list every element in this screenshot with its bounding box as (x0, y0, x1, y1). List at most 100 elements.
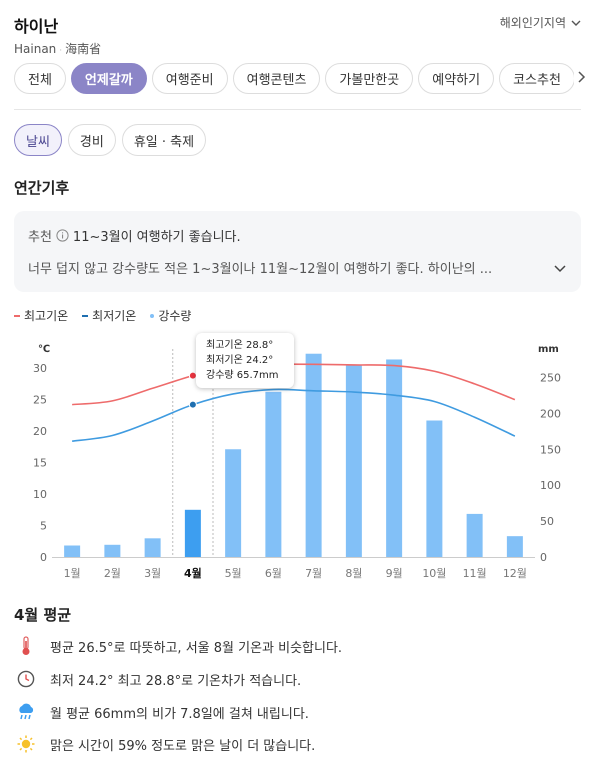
y-left-tick-label: 25 (33, 394, 47, 407)
avg-range-text: 최저 24.2° 최고 28.8°로 기온차가 적습니다. (50, 673, 302, 689)
avg-rain-text: 월 평균 66mm의 비가 7.8일에 걸쳐 내립니다. (50, 706, 309, 722)
legend-high-swatch (14, 314, 20, 317)
y-right-tick-label: 0 (540, 551, 547, 564)
tabs-divider (14, 109, 581, 110)
avg-temperature-text: 평균 26.5°로 따뜻하고, 서울 8월 기온과 비슷합니다. (50, 640, 343, 656)
climate-chart: ℃ mm 0 5 10 15 20 25 30 0 50 100 150 200 250 1월 2월 3월 4월 5월… (33, 344, 561, 580)
rain-cloud-icon (14, 702, 38, 722)
x-tick-label: 5월 (225, 567, 242, 580)
low-temperature-line (72, 388, 516, 442)
chevron-right-icon (578, 71, 586, 83)
x-tick-label: 8월 (345, 567, 362, 580)
legend-low-swatch (82, 314, 89, 317)
rain-bar (265, 391, 282, 557)
y-right-tick-label: 250 (540, 371, 561, 384)
tooltip-low: 최저기온 24.2° (206, 355, 274, 366)
rain-bar (466, 513, 483, 557)
y-right-unit: mm (538, 344, 559, 355)
tab-when-to-go[interactable]: 언제갈까 (70, 63, 147, 94)
subtitle-chinese: 海南省 (65, 42, 102, 56)
x-tick-label: 11월 (463, 567, 487, 580)
recommendation-detail-row[interactable]: 너무 덥지 않고 강수량도 적은 1~3월이나 11월~12월이 여행하기 좋다… (28, 258, 567, 277)
tab-course[interactable]: 코스추천 (499, 63, 574, 94)
tab-all[interactable]: 전체 (14, 63, 66, 94)
rain-bar (305, 353, 322, 557)
chevron-down-icon (571, 20, 581, 26)
recommendation-label: 추천 (28, 230, 52, 245)
rain-bar (506, 536, 523, 557)
x-tick-label: 3월 (144, 567, 161, 580)
tooltip-high: 최고기온 28.8° (206, 340, 274, 351)
recommendation-headline-row: 추천 11~3월이 여행하기 좋습니다. (28, 226, 567, 245)
legend-low: 최저기온 (82, 307, 136, 324)
avg-row-rainfall: 월 평균 66mm의 비가 7.8일에 걸쳐 내립니다. (14, 702, 309, 722)
avg-row-temperature: 평균 26.5°로 따뜻하고, 서울 8월 기온과 비슷합니다. (14, 636, 342, 656)
y-left-tick-label: 0 (40, 551, 47, 564)
avg-row-sunshine: 맑은 시간이 59% 정도로 맑은 날이 더 많습니다. (14, 734, 315, 754)
legend-rain-swatch (150, 313, 155, 318)
subtab-expense[interactable]: 경비 (67, 124, 116, 156)
rain-bar (345, 365, 362, 557)
avg-sunshine-text: 맑은 시간이 59% 정도로 맑은 날이 더 많습니다. (50, 738, 316, 754)
y-right-tick-label: 50 (540, 515, 554, 528)
y-left-tick-label: 30 (33, 362, 47, 375)
rain-bar (386, 359, 403, 557)
legend-low-label: 최저기온 (92, 309, 137, 323)
y-left-tick-label: 10 (33, 488, 47, 501)
legend-rain-label: 강수량 (158, 309, 192, 323)
y-left-tick-label: 5 (40, 520, 47, 533)
sub-tabs: 날씨 경비 휴일 · 축제 (14, 124, 207, 156)
tab-places[interactable]: 가볼만한곳 (325, 63, 414, 94)
clock-icon (14, 669, 38, 689)
rain-bar (104, 544, 121, 557)
recommendation-detail: 너무 덥지 않고 강수량도 적은 1~3월이나 11월~12월이 여행하기 좋다… (28, 262, 493, 277)
region-label: 해외인기지역 (499, 16, 566, 30)
x-tick-label: 10월 (422, 567, 446, 580)
rain-bar (184, 509, 201, 557)
legend-rain: 강수량 (150, 307, 191, 324)
recommendation-headline: 11~3월이 여행하기 좋습니다. (72, 230, 241, 245)
y-right-tick-label: 100 (540, 479, 561, 492)
page-title: 하이난 (14, 17, 59, 36)
subtab-weather[interactable]: 날씨 (14, 124, 62, 156)
legend-high: 최고기온 (14, 307, 68, 324)
main-tabs: 전체 언제갈까 여행준비 여행콘텐츠 가볼만한곳 예약하기 코스추천 (14, 63, 574, 94)
subtitle-separator: · (59, 46, 63, 56)
tooltip-rain: 강수량 65.7mm (206, 370, 279, 381)
tab-travel-content[interactable]: 여행콘텐츠 (232, 63, 321, 94)
chart-legend: 최고기온 최저기온 강수량 (14, 307, 191, 324)
rain-bar (144, 538, 161, 557)
x-tick-label: 12월 (503, 567, 527, 580)
x-tick-label: 2월 (104, 567, 121, 580)
x-tick-label: 4월 (184, 566, 202, 580)
x-tick-label: 6월 (265, 567, 282, 580)
x-tick-label: 9월 (386, 567, 403, 580)
x-tick-label: 7월 (305, 567, 322, 580)
region-selector[interactable]: 해외인기지역 (500, 14, 582, 31)
rain-bar (426, 420, 443, 557)
tabs-scroll-right-button[interactable] (576, 70, 586, 88)
expand-chevron-icon[interactable] (553, 261, 567, 275)
avg-row-temperature-range: 최저 24.2° 최고 28.8°로 기온차가 적습니다. (14, 669, 301, 689)
y-left-tick-label: 15 (33, 457, 47, 470)
sun-icon (14, 734, 38, 754)
subtab-holiday-festival[interactable]: 휴일 · 축제 (121, 124, 207, 156)
section-title: 연간기후 (14, 179, 70, 197)
chart-tooltip: 최고기온 28.8° 최저기온 24.2° 강수량 65.7mm (196, 333, 294, 388)
monthly-average-title: 4월 평균 (14, 606, 72, 624)
y-left-tick-label: 20 (33, 425, 47, 438)
recommendation-box: 추천 11~3월이 여행하기 좋습니다. 너무 덥지 않고 강수량도 적은 1~… (14, 211, 581, 292)
y-right-tick-label: 200 (540, 407, 561, 420)
page-subtitle: Hainan · 海南省 (14, 40, 101, 57)
rain-bar (64, 545, 81, 557)
thermometer-icon (14, 636, 38, 656)
subtitle-english: Hainan (14, 42, 57, 56)
low-temperature-point (188, 400, 197, 409)
info-icon[interactable] (56, 229, 69, 242)
rain-bar (225, 449, 242, 557)
legend-high-label: 최고기온 (24, 309, 69, 323)
tab-booking[interactable]: 예약하기 (418, 63, 495, 94)
y-left-unit: ℃ (38, 344, 50, 355)
y-right-tick-label: 150 (540, 443, 561, 456)
tab-travel-prep[interactable]: 여행준비 (151, 63, 228, 94)
